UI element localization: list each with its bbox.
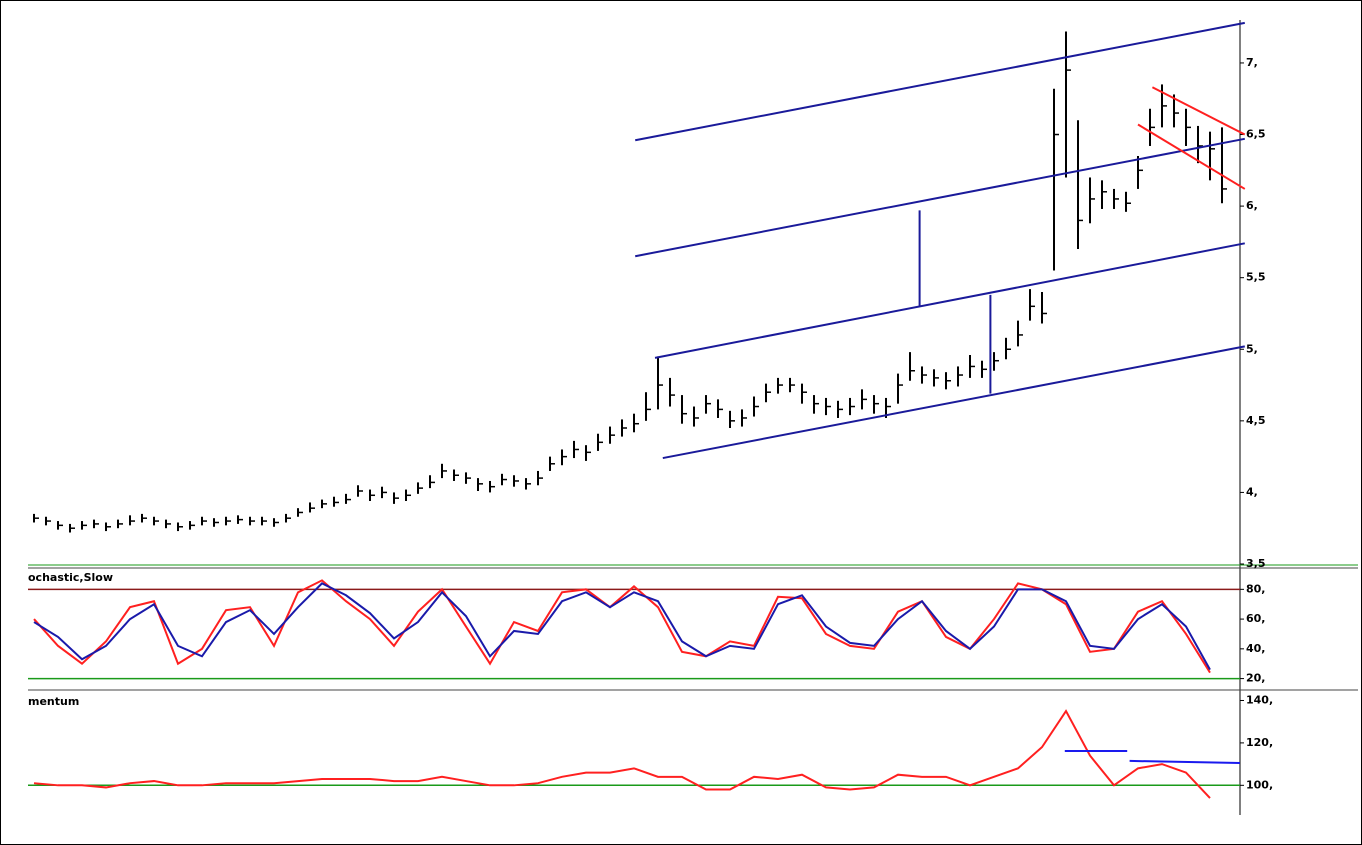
trend-line [1129, 759, 1241, 765]
y-tick-label: 80, [1246, 582, 1266, 595]
y-tick-label: 5, [1246, 342, 1258, 355]
indicator-line [33, 582, 1211, 671]
y-tick-label: 4, [1246, 485, 1258, 498]
indicator-line [33, 709, 1211, 799]
y-tick-label: 5,5 [1246, 271, 1266, 284]
trend-line [635, 137, 1245, 258]
trend-line [1151, 86, 1246, 136]
y-tick-label: 60, [1246, 612, 1266, 625]
y-tick-label: 100, [1246, 778, 1273, 791]
y-tick-label: 40, [1246, 642, 1266, 655]
y-tick-label: 140, [1246, 693, 1273, 706]
trend-line [635, 21, 1245, 142]
y-tick-label: 3,5 [1246, 557, 1266, 570]
y-tick-label: 6,5 [1246, 128, 1266, 141]
y-tick-label: 120, [1246, 736, 1273, 749]
y-tick-label: 4,5 [1246, 414, 1266, 427]
trend-line [1137, 123, 1246, 190]
y-tick-label: 7, [1246, 56, 1258, 69]
indicator-line [33, 579, 1211, 674]
stochastic-title: ochastic,Slow [28, 571, 113, 584]
y-tick-label: 6, [1246, 199, 1258, 212]
trend-line [662, 345, 1245, 460]
momentum-title: mentum [28, 695, 79, 708]
y-tick-label: 20, [1246, 672, 1266, 685]
trend-line [654, 242, 1245, 359]
